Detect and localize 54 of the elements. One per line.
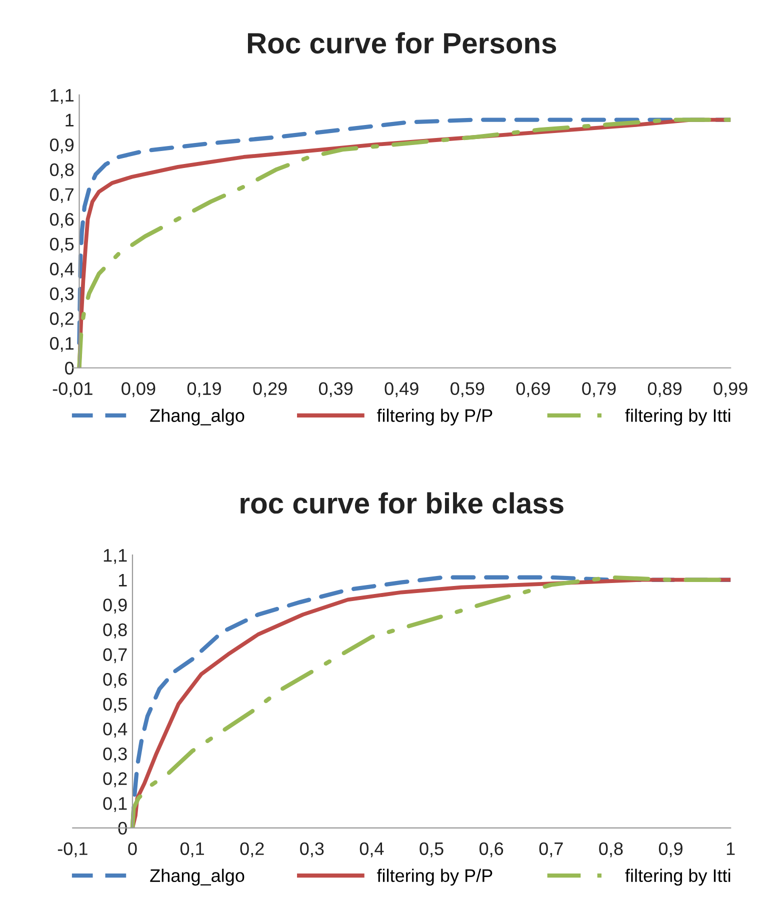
y-tick-label: 0,8: [103, 623, 127, 638]
x-tick-label: 0,09: [122, 382, 156, 398]
legend-label: filtering by Itti: [625, 868, 730, 886]
y-tick-label: 0: [65, 362, 74, 375]
x-tick-label: 0,5: [420, 842, 444, 858]
y-tick-label: 0,2: [50, 312, 74, 328]
x-tick-label: 0,79: [582, 382, 616, 398]
y-tick-label: 0,4: [103, 722, 128, 738]
x-tick-label: 0,7: [539, 842, 563, 858]
y-tick-label: 0,6: [103, 673, 127, 688]
chart-title: Roc curve for Persons: [248, 32, 556, 54]
x-tick-label: 0,39: [318, 382, 353, 398]
y-tick-label: 1: [118, 574, 127, 586]
x-tick-label: 0,99: [714, 382, 748, 398]
x-tick-label: -0,01: [52, 382, 92, 398]
legend-label: Zhang_algo: [150, 408, 244, 426]
y-tick-label: 0,9: [50, 138, 74, 154]
x-tick-label: 0,29: [253, 382, 287, 398]
y-tick-label: 0,3: [50, 287, 74, 302]
y-tick-label: 0,7: [103, 648, 127, 664]
x-tick-label: 0,9: [658, 842, 682, 858]
y-tick-label: 0,1: [103, 797, 127, 812]
y-tick-label: 0,6: [50, 212, 74, 228]
legend-label: filtering by P/P: [377, 408, 492, 426]
y-tick-label: 0,5: [50, 238, 74, 253]
legend-label: filtering by Itti: [625, 408, 730, 426]
x-tick-label: 0,4: [360, 842, 384, 858]
y-tick-label: 0,2: [103, 772, 127, 788]
y-tick-label: 0,5: [103, 698, 127, 713]
y-tick-label: 1: [66, 114, 74, 126]
y-tick-label: 1,1: [50, 89, 74, 104]
x-tick-label: 0: [128, 842, 137, 856]
y-tick-label: 0,7: [50, 188, 74, 204]
y-tick-label: 1,1: [104, 549, 127, 564]
x-tick-label: 0,69: [516, 382, 550, 398]
x-tick-label: 0,19: [187, 382, 221, 398]
legend-label: Zhang_algo: [150, 868, 244, 886]
y-tick-label: 0,8: [50, 163, 74, 178]
y-tick-label: 0,9: [103, 598, 127, 614]
y-tick-label: 0,3: [103, 747, 127, 762]
x-tick-label: -0,1: [58, 842, 88, 858]
x-tick-label: 0,59: [450, 382, 484, 398]
y-tick-label: 0,4: [50, 262, 74, 278]
x-tick-label: 0,2: [240, 842, 264, 858]
x-tick-label: 0,6: [479, 842, 504, 858]
x-tick-label: 0,8: [599, 842, 623, 858]
x-tick-label: 0,49: [384, 382, 418, 398]
chart-title: roc curve for bike class: [240, 492, 564, 514]
x-tick-label: 0,89: [648, 382, 682, 398]
x-tick-label: 0,3: [300, 842, 324, 858]
x-tick-label: 0,1: [180, 842, 204, 858]
legend-label: filtering by P/P: [377, 868, 492, 886]
x-tick-label: 1: [726, 842, 735, 855]
y-tick-label: 0,1: [50, 337, 74, 352]
